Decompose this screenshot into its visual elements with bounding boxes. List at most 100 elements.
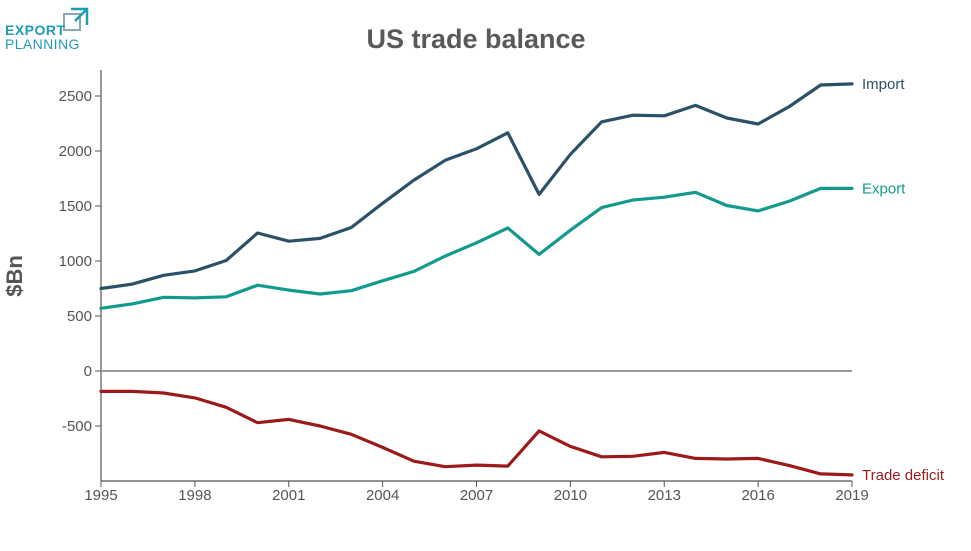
export-point [350,289,353,292]
trade-deficit-point [725,457,729,461]
trade-deficit-point [850,473,854,477]
import-point [756,122,760,126]
trade-deficit-point [287,418,290,421]
export-point [600,206,603,209]
trade-deficit-point [131,390,134,393]
series-labels: Import Export Trade deficit [862,76,945,484]
trade-deficit-point [756,457,760,460]
x-tick-label: 2016 [741,487,774,504]
trade-deficit-label: Trade deficit [862,467,945,484]
y-tick-label: 1500 [59,198,92,215]
x-tick-label: 1998 [178,487,211,504]
import-point [412,178,416,182]
import-point [631,114,635,117]
import-point [819,83,822,87]
trade-deficit-point [506,464,509,468]
export-point [756,209,760,213]
trade-deficit-point [819,472,822,476]
trade-deficit-line [99,389,854,477]
import-point [506,131,509,135]
trade-deficit-point [569,445,572,448]
trade-deficit-point [193,396,197,400]
x-tick-label: 2004 [366,487,399,504]
export-point [224,295,228,298]
trade-deficit-point [318,424,322,428]
trade-deficit-point [444,465,447,468]
trade-deficit-point [600,455,603,458]
import-point [444,159,447,162]
export-point [694,191,697,194]
export-point [569,229,572,232]
import-point [131,282,134,286]
import-point [600,120,603,124]
export-point [725,204,729,207]
y-axis-label: $Bn [2,255,27,297]
x-tick-label: 2007 [460,487,493,504]
export-label: Export [862,180,906,197]
export-point [99,307,103,310]
export-point [819,187,822,190]
import-point [224,259,228,262]
export-point [131,302,134,306]
series-lines [99,82,854,477]
import-point [850,82,854,86]
import-point [287,240,290,243]
export-planning-logo: EXPORT PLANNING [5,6,95,54]
import-point [725,116,729,120]
import-point [788,105,791,108]
trade-deficit-point [412,460,416,463]
x-tick-label: 2019 [835,487,868,504]
import-point [381,202,384,205]
trade-deficit-point [631,455,635,458]
import-point [350,226,353,229]
trade-deficit-point [537,429,541,433]
x-tick-label: 1995 [84,487,117,504]
logo-text-planning: PLANNING [5,36,80,52]
export-point [444,254,447,258]
export-point [256,284,259,287]
logo-text-export: EXPORT [5,22,66,38]
y-tick-label: 1000 [59,253,92,270]
export-point [475,241,478,245]
import-point [569,153,572,156]
export-point [663,196,666,199]
x-tick-label: 2010 [554,487,587,504]
trade-deficit-point [350,433,353,436]
import-label: Import [862,76,905,93]
import-point [99,287,103,290]
export-point [193,296,197,300]
trade-deficit-point [663,451,666,454]
import-point [193,269,197,273]
x-tick-label: 2013 [648,487,681,504]
trade-deficit-point [475,463,478,467]
trade-deficit-point [99,390,103,393]
y-tick-label: -500 [62,418,92,435]
trade-deficit-point [224,406,228,409]
export-point [381,279,384,282]
trade-deficit-point [162,391,165,395]
import-point [162,274,165,277]
axes: 2500 2000 1500 1000 500 0 -500 1995 1998 2001 2004… [59,70,869,504]
export-point [162,296,165,299]
import-point [537,193,541,196]
export-point [318,292,322,296]
export-line [99,186,854,310]
x-tick-label: 2001 [272,487,305,504]
export-point [631,198,635,202]
logo-mark-icon [63,7,89,31]
trade-deficit-point [381,446,384,449]
import-point [663,114,666,118]
export-point [412,270,416,273]
export-point [287,288,290,292]
import-point [256,231,259,235]
import-point [475,147,478,150]
import-line [99,82,854,291]
export-point [506,226,509,230]
export-point [537,253,541,256]
trade-deficit-point [256,421,259,424]
y-tick-label: 2500 [59,88,92,105]
y-tick-label: 500 [67,308,92,325]
import-point [694,104,697,107]
trade-deficit-point [694,457,697,460]
